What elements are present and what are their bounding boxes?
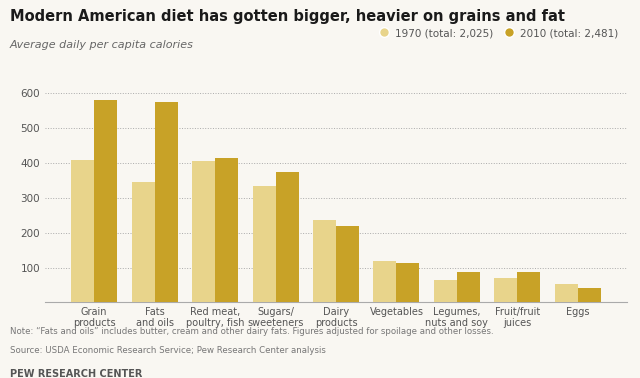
Bar — [94, 100, 117, 302]
Bar — [374, 260, 396, 302]
Text: Source: USDA Economic Research Service; Pew Research Center analysis: Source: USDA Economic Research Service; … — [10, 346, 326, 355]
Bar — [396, 263, 419, 302]
Bar — [192, 161, 215, 302]
Text: Note: “Fats and oils” includes butter, cream and other dairy fats. Figures adjus: Note: “Fats and oils” includes butter, c… — [10, 327, 493, 336]
Bar — [578, 288, 601, 302]
Bar — [253, 186, 276, 302]
Legend: 1970 (total: 2,025), 2010 (total: 2,481): 1970 (total: 2,025), 2010 (total: 2,481) — [378, 24, 622, 42]
Bar — [313, 220, 336, 302]
Text: Average daily per capita calories: Average daily per capita calories — [10, 40, 193, 50]
Bar — [215, 158, 238, 302]
Bar — [555, 284, 578, 302]
Bar — [132, 182, 155, 302]
Bar — [494, 278, 517, 302]
Bar — [336, 226, 359, 302]
Bar — [434, 280, 457, 302]
Bar — [457, 272, 480, 302]
Text: PEW RESEARCH CENTER: PEW RESEARCH CENTER — [10, 369, 142, 378]
Bar — [155, 102, 178, 302]
Bar — [276, 172, 298, 302]
Bar — [517, 272, 540, 302]
Bar — [71, 160, 94, 302]
Text: Modern American diet has gotten bigger, heavier on grains and fat: Modern American diet has gotten bigger, … — [10, 9, 564, 25]
